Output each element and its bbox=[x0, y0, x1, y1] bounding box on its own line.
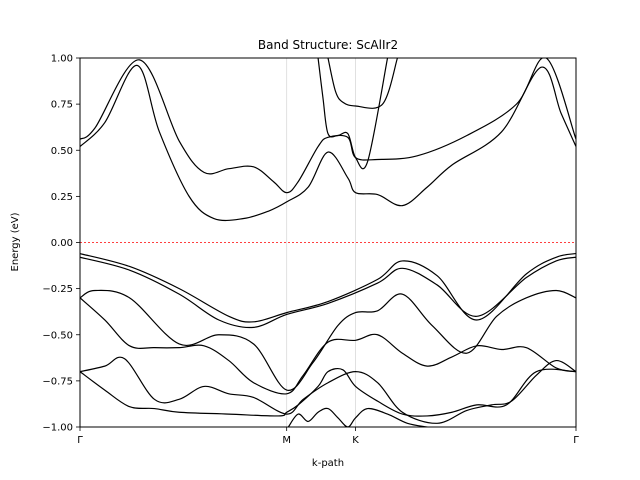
band-line-10 bbox=[80, 367, 576, 417]
y-tick-label: −1.00 bbox=[42, 423, 73, 434]
y-tick-label: −0.25 bbox=[42, 284, 73, 295]
band-line-1 bbox=[80, 64, 576, 222]
band-line-8 bbox=[80, 297, 576, 395]
x-tick-label: M bbox=[282, 435, 291, 446]
y-tick-label: 0.25 bbox=[51, 192, 73, 203]
band-line-2 bbox=[80, 58, 576, 194]
band-line-9 bbox=[80, 356, 576, 424]
y-tick-label: −0.75 bbox=[42, 376, 73, 387]
band-line-3 bbox=[317, 58, 389, 170]
y-axis-ticks: 1.00 0.75 0.50 0.25 0.00 −0.25 −0.50 −0.75 −1.00 bbox=[42, 54, 80, 434]
x-tick-label: Γ bbox=[573, 435, 579, 446]
y-tick-label: 1.00 bbox=[51, 54, 73, 65]
band-line-11 bbox=[287, 407, 428, 427]
y-tick-label: 0.00 bbox=[51, 238, 73, 249]
x-tick-label: K bbox=[352, 435, 359, 446]
y-tick-label: 0.50 bbox=[51, 146, 73, 157]
y-tick-label: −0.50 bbox=[42, 330, 73, 341]
x-tick-label: Γ bbox=[77, 435, 83, 446]
x-axis-label: k-path bbox=[312, 458, 344, 469]
chart-title: Band Structure: ScAlIr2 bbox=[258, 38, 398, 52]
band-line-5 bbox=[80, 252, 576, 323]
y-axis-label: Energy (eV) bbox=[10, 212, 21, 271]
y-tick-label: 0.75 bbox=[51, 100, 73, 111]
band-line-7 bbox=[80, 289, 576, 391]
band-line-4 bbox=[327, 58, 399, 109]
band-line-6 bbox=[80, 256, 576, 329]
band-curves bbox=[80, 58, 576, 427]
